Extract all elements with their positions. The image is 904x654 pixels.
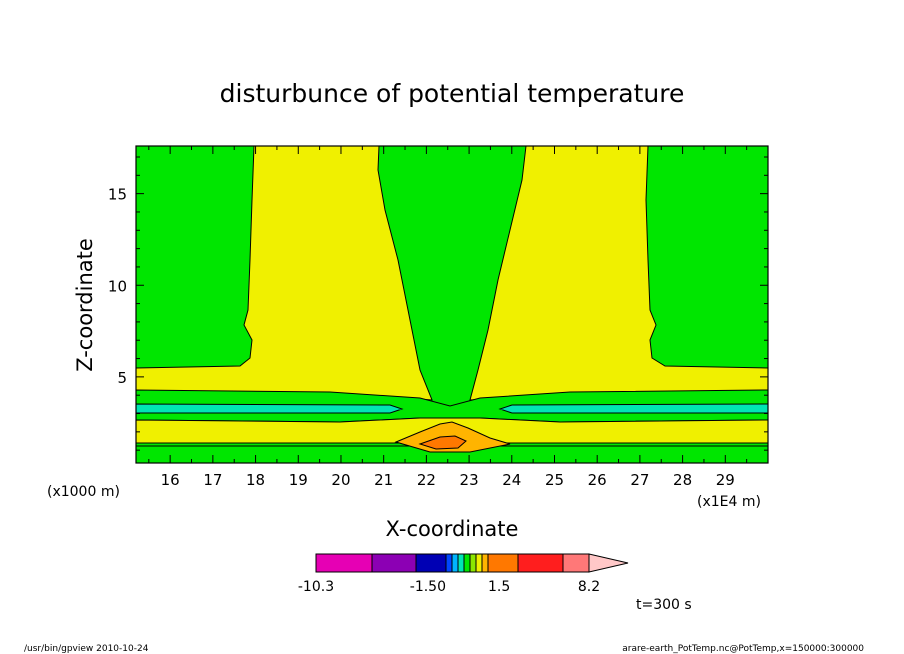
x-tick-label: 25 [545, 471, 564, 489]
y-unit-label: (x1000 m) [47, 484, 120, 500]
colorbar-labels: -10.3 -1.50 1.5 8.2 [298, 579, 600, 595]
colorbar-arrow [588, 553, 629, 573]
colorbar-segment [315, 553, 373, 573]
colorbar-label: -1.50 [410, 579, 446, 595]
colorbar-segment [487, 553, 519, 573]
x-tick-label: 16 [161, 471, 180, 489]
x-unit-label: (x1E4 m) [697, 494, 761, 510]
chart-title: disturbunce of potential temperature [220, 79, 685, 108]
warm-core-inner [418, 435, 467, 450]
x-tick-label: 23 [460, 471, 479, 489]
x-tick-label: 20 [331, 471, 350, 489]
colorbar-segment [469, 553, 477, 573]
y-tick-label: 5 [117, 369, 127, 387]
x-tick-label: 17 [203, 471, 222, 489]
x-tick-label: 18 [246, 471, 265, 489]
x-tick-label: 28 [673, 471, 692, 489]
colorbar-segment [371, 553, 417, 573]
colorbar-segment [451, 553, 459, 573]
y-tick-label: 15 [108, 186, 127, 204]
colorbar-label: 8.2 [578, 579, 600, 595]
x-tick-label: 21 [374, 471, 393, 489]
x-axis: 16 17 18 19 20 21 22 23 24 25 26 27 28 29 [148, 146, 748, 489]
x-tick-label: 22 [417, 471, 436, 489]
colorbar-segment [475, 553, 483, 573]
y-axis: 5 10 15 [108, 156, 768, 451]
footer-right: arare-earth_PotTemp.nc@PotTemp,x=150000:… [622, 644, 864, 654]
colorbar [315, 553, 629, 573]
x-tick-label: 19 [289, 471, 308, 489]
footer-left: /usr/bin/gpview 2010-10-24 [24, 644, 149, 654]
colorbar-segment [457, 553, 465, 573]
x-tick-label: 26 [588, 471, 607, 489]
x-tick-label: 29 [716, 471, 735, 489]
colorbar-segment [415, 553, 447, 573]
colorbar-label: -10.3 [298, 579, 334, 595]
x-axis-label: X-coordinate [386, 517, 519, 541]
x-tick-label: 27 [630, 471, 649, 489]
colorbar-segment [517, 553, 564, 573]
colorbar-segment [562, 553, 590, 573]
time-annotation: t=300 s [636, 597, 692, 613]
x-tick-label: 24 [502, 471, 521, 489]
y-axis-label: Z-coordinate [73, 238, 97, 372]
y-tick-label: 10 [108, 277, 127, 295]
colorbar-segment [463, 553, 471, 573]
plot-area [135, 145, 769, 464]
colorbar-segment [445, 553, 453, 573]
colorbar-segment [481, 553, 489, 573]
plot-frame [135, 145, 769, 464]
colorbar-label: 1.5 [488, 579, 510, 595]
